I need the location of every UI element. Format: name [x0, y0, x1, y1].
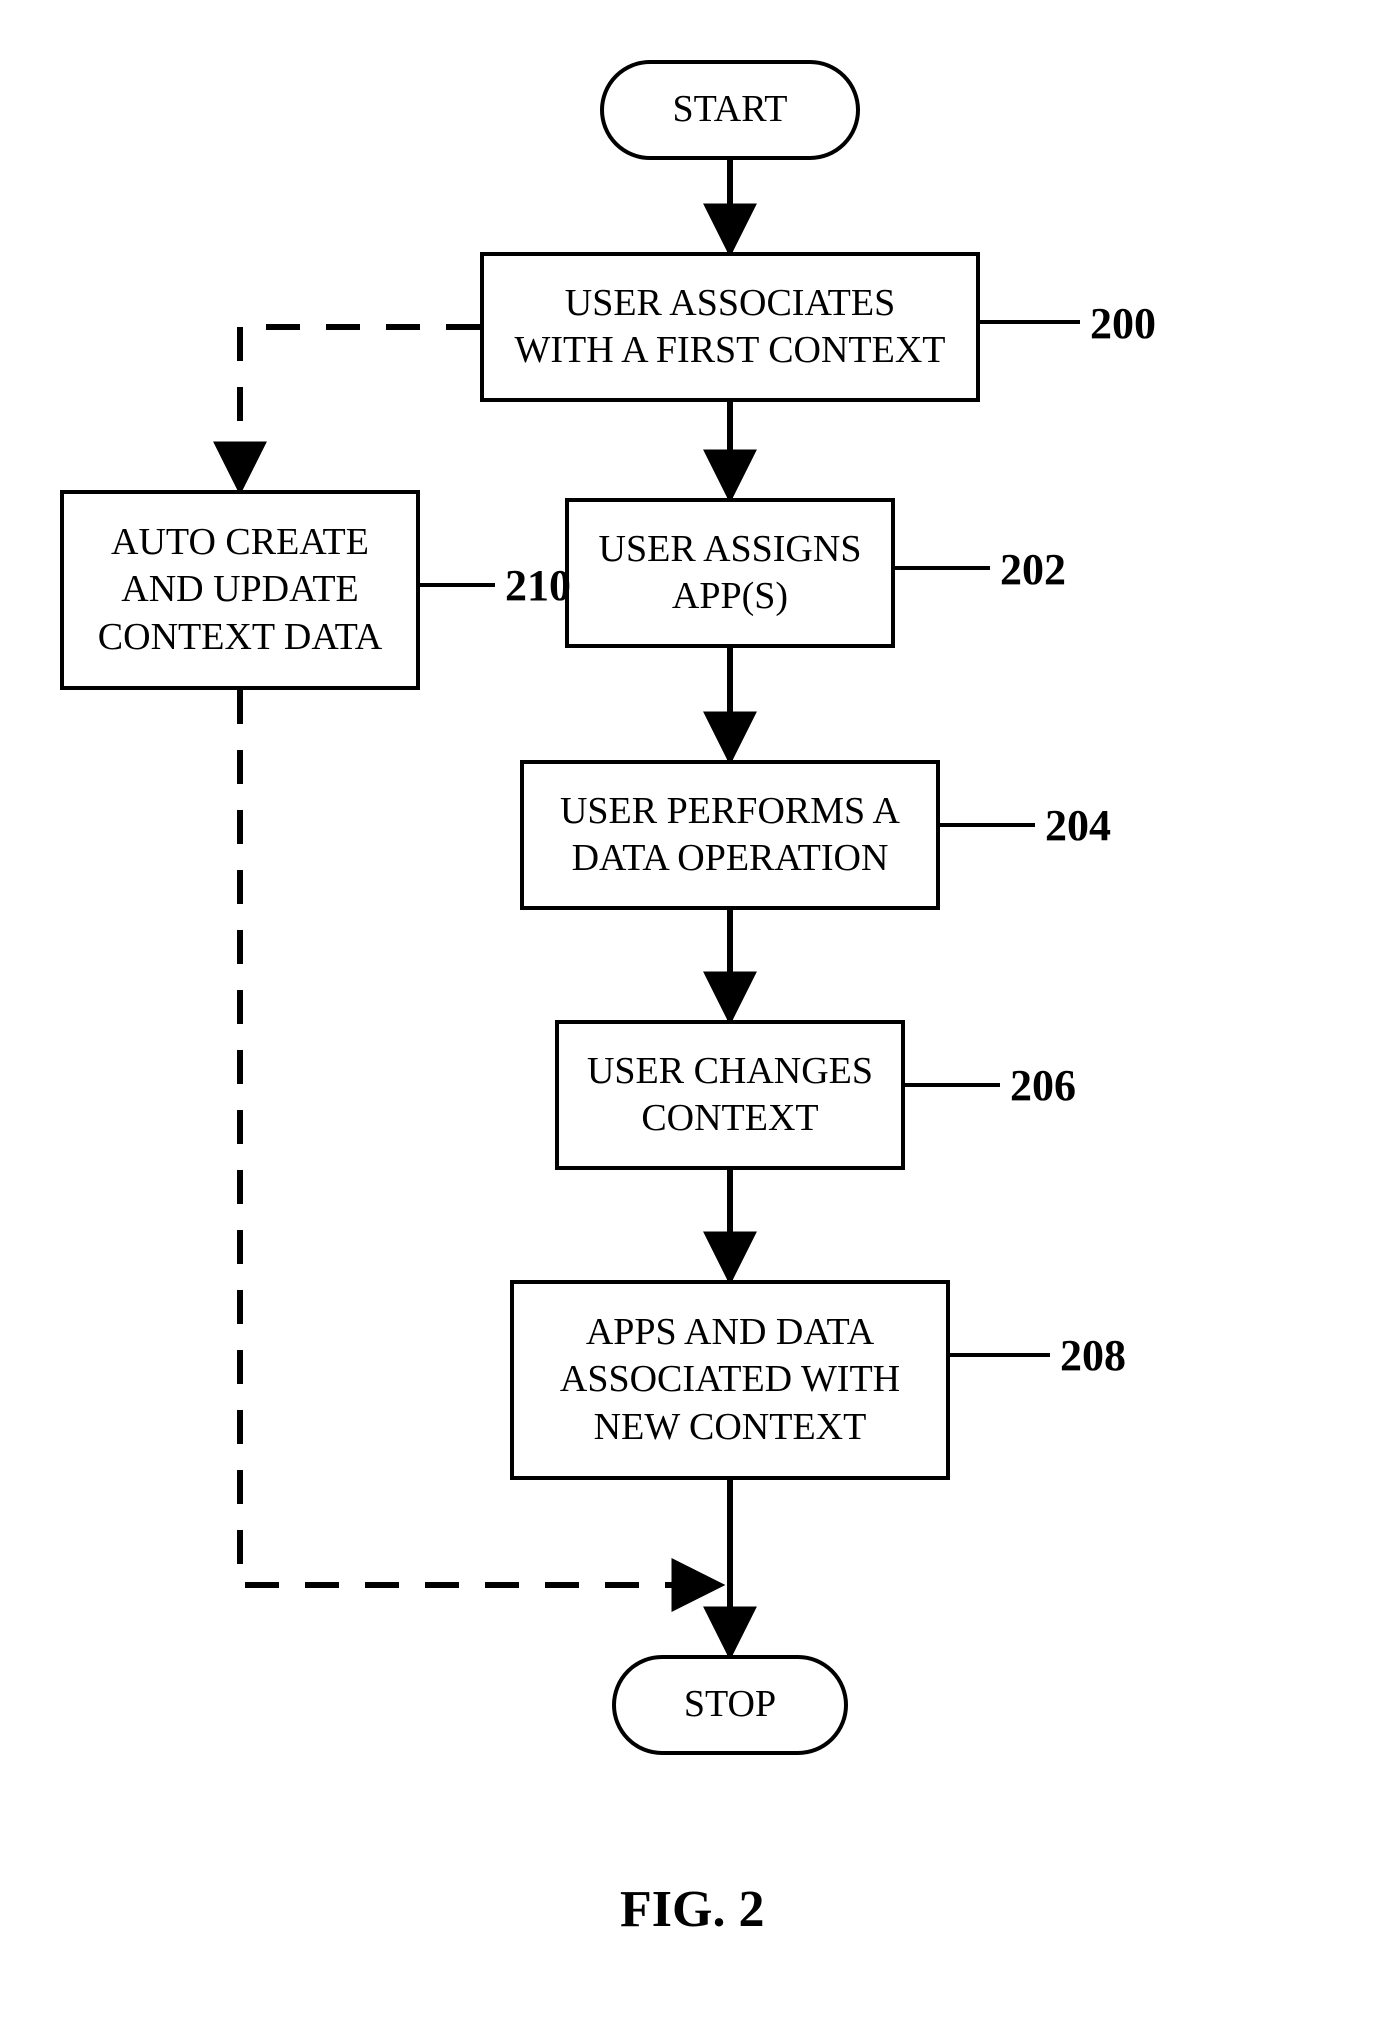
ref-200: 200 — [1090, 298, 1156, 349]
ref-210: 210 — [505, 560, 571, 611]
process-202: USER ASSIGNSAPP(S) — [565, 498, 895, 648]
process-206: USER CHANGESCONTEXT — [555, 1020, 905, 1170]
start-label: START — [672, 86, 787, 134]
process-210: AUTO CREATEAND UPDATECONTEXT DATA — [60, 490, 420, 690]
process-208: APPS AND DATAASSOCIATED WITHNEW CONTEXT — [510, 1280, 950, 1480]
process-204: USER PERFORMS ADATA OPERATION — [520, 760, 940, 910]
process-200-label: USER ASSOCIATESWITH A FIRST CONTEXT — [514, 280, 945, 375]
process-200: USER ASSOCIATESWITH A FIRST CONTEXT — [480, 252, 980, 402]
ref-208: 208 — [1060, 1330, 1126, 1381]
process-204-label: USER PERFORMS ADATA OPERATION — [560, 788, 900, 883]
ref-202: 202 — [1000, 544, 1066, 595]
flowchart-canvas: START USER ASSOCIATESWITH A FIRST CONTEX… — [0, 0, 1395, 2034]
ref-206: 206 — [1010, 1060, 1076, 1111]
start-terminator: START — [600, 60, 860, 160]
process-202-label: USER ASSIGNSAPP(S) — [599, 526, 862, 621]
process-206-label: USER CHANGESCONTEXT — [587, 1048, 873, 1143]
stop-terminator: STOP — [612, 1655, 848, 1755]
process-210-label: AUTO CREATEAND UPDATECONTEXT DATA — [98, 519, 382, 662]
stop-label: STOP — [684, 1681, 776, 1729]
figure-label: FIG. 2 — [620, 1880, 764, 1939]
process-208-label: APPS AND DATAASSOCIATED WITHNEW CONTEXT — [560, 1309, 900, 1452]
ref-204: 204 — [1045, 800, 1111, 851]
